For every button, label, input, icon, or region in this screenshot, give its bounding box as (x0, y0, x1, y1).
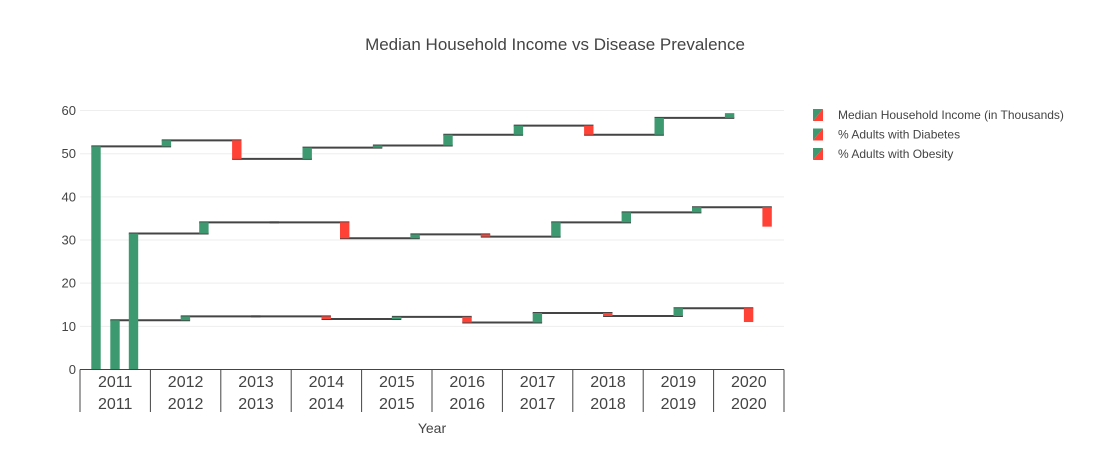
bar[interactable] (162, 140, 171, 146)
bar[interactable] (232, 140, 241, 159)
chart-title: Median Household Income vs Disease Preva… (365, 35, 745, 54)
bar[interactable] (622, 212, 631, 222)
bar[interactable] (129, 234, 138, 370)
bar[interactable] (655, 118, 664, 135)
y-tick-label: 10 (62, 319, 76, 334)
x-tick-label: 2017 (520, 374, 556, 391)
y-tick-label: 50 (62, 146, 76, 161)
x-tick-label: 2015 (379, 374, 415, 391)
x-tick-label: 2013 (238, 396, 274, 413)
bar[interactable] (91, 146, 100, 369)
bar[interactable] (744, 308, 753, 322)
x-tick-label: 2019 (661, 374, 697, 391)
bar[interactable] (692, 207, 701, 212)
bar[interactable] (674, 308, 683, 316)
x-tick-label: 2014 (309, 374, 345, 391)
bar[interactable] (481, 234, 490, 236)
x-tick-label: 2011 (98, 396, 133, 413)
x-tick-label: 2016 (449, 374, 485, 391)
x-axis: 2011 2011 2012 2012 2013 2013 2014 2014 2015 2015… (80, 370, 784, 414)
legend-swatch (813, 148, 823, 160)
bar[interactable] (762, 207, 771, 226)
bar[interactable] (551, 222, 560, 236)
bar[interactable] (181, 316, 190, 320)
bar[interactable] (303, 148, 312, 159)
legend-item[interactable]: Median Household Income (in Thousands) (813, 108, 1064, 122)
x-tick-label: 2020 (731, 396, 767, 413)
legend-label: % Adults with Obesity (838, 147, 953, 161)
y-tick-label: 40 (62, 189, 76, 204)
bar[interactable] (725, 113, 734, 118)
legend-label: Median Household Income (in Thousands) (838, 108, 1064, 122)
bar[interactable] (392, 317, 401, 319)
connectors (91, 118, 772, 323)
bar[interactable] (199, 222, 208, 233)
x-tick-label: 2012 (168, 396, 204, 413)
legend-swatch (813, 109, 823, 121)
x-tick-label: 2018 (590, 374, 626, 391)
bar[interactable] (373, 145, 382, 147)
gridlines (80, 111, 784, 327)
x-tick-label: 2016 (449, 396, 485, 413)
bar[interactable] (533, 313, 542, 322)
bar[interactable] (410, 234, 419, 238)
bar[interactable] (462, 317, 471, 323)
x-tick-label: 2020 (731, 374, 767, 391)
x-tick-label: 2012 (168, 374, 204, 391)
y-tick-label: 20 (62, 276, 76, 291)
x-tick-label: 2015 (379, 396, 415, 413)
legend-item[interactable]: % Adults with Obesity (813, 147, 953, 161)
x-tick-label: 2018 (590, 396, 626, 413)
bar[interactable] (584, 126, 593, 135)
legend-swatch (813, 129, 823, 141)
y-tick-label: 0 (69, 362, 76, 377)
y-tick-label: 30 (62, 233, 76, 248)
bar[interactable] (110, 320, 119, 369)
legend[interactable]: Median Household Income (in Thousands) % … (813, 108, 1064, 161)
x-axis-label: Year (418, 420, 447, 436)
x-tick-label: 2017 (520, 396, 556, 413)
y-tick-label: 60 (62, 103, 76, 118)
bars (91, 113, 772, 369)
bar[interactable] (514, 126, 523, 135)
bar[interactable] (340, 222, 349, 238)
legend-item[interactable]: % Adults with Diabetes (813, 128, 960, 142)
x-tick-label: 2014 (309, 396, 345, 413)
x-tick-label: 2013 (238, 374, 274, 391)
x-tick-label: 2011 (98, 374, 133, 391)
bar[interactable] (322, 316, 331, 319)
bar[interactable] (603, 313, 612, 316)
x-tick-label: 2019 (661, 396, 697, 413)
bar[interactable] (443, 135, 452, 146)
legend-label: % Adults with Diabetes (838, 128, 960, 142)
y-axis-ticks: 0 10 20 30 40 50 60 (62, 103, 76, 377)
